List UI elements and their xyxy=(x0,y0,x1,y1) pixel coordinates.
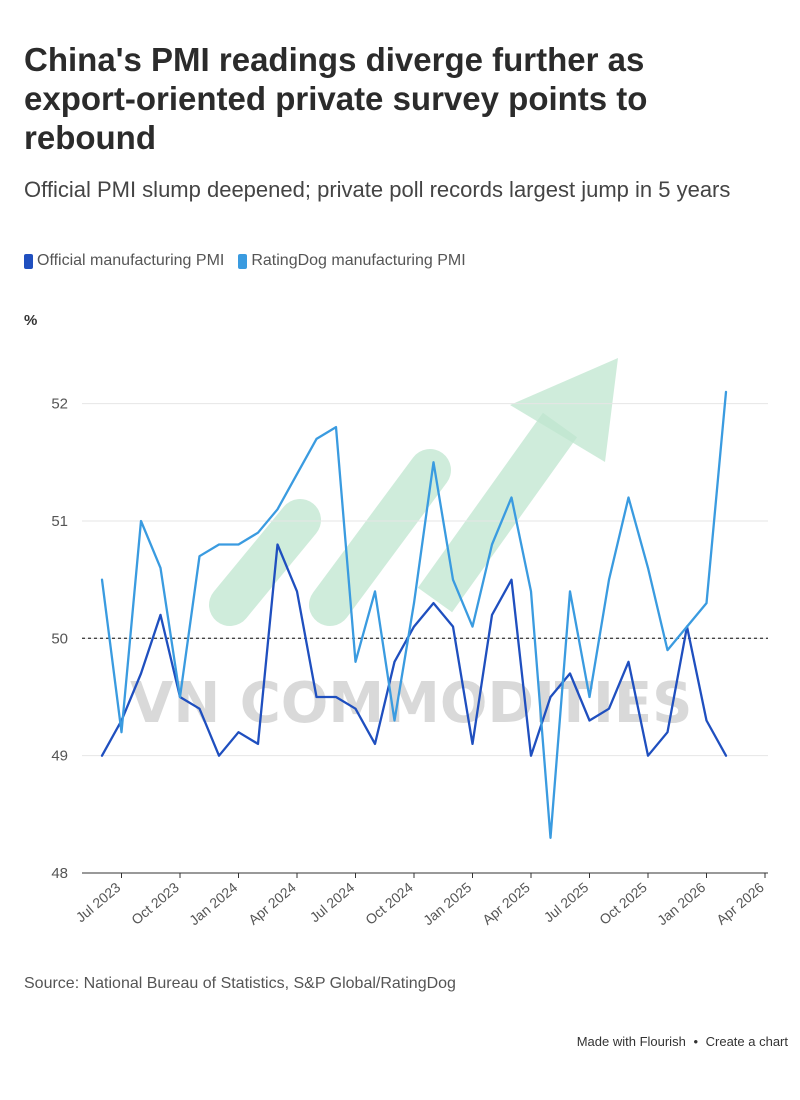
x-tick-label: Oct 2023 xyxy=(128,879,182,928)
chart-subtitle: Official PMI slump deepened; private pol… xyxy=(24,177,731,202)
x-tick-label: Apr 2025 xyxy=(479,879,533,928)
x-tick-label: Jul 2023 xyxy=(73,879,124,925)
y-tick-label: 51 xyxy=(51,513,68,530)
credit-separator: • xyxy=(693,1034,698,1049)
x-tick-label: Apr 2026 xyxy=(713,879,767,928)
legend-label-official: Official manufacturing PMI xyxy=(37,252,225,269)
axes: Jul 2023 Oct 2023 Jan 2024 Apr 2024 Jul 2024… xyxy=(73,872,768,928)
legend-swatch-ratingdog xyxy=(238,253,248,269)
legend-item-ratingdog[interactable]: RatingDog manufacturing PMI xyxy=(238,252,466,270)
series-lines xyxy=(100,390,728,839)
watermark-text: VN COMMODITIES xyxy=(130,671,692,736)
series-line-official[interactable] xyxy=(100,543,728,757)
watermark-stroke-1 xyxy=(209,499,321,626)
watermark: VN COMMODITIES xyxy=(130,358,692,736)
y-tick-label: 48 xyxy=(51,865,68,882)
x-tick-label: Jan 2026 xyxy=(654,879,709,928)
y-tick-label: 50 xyxy=(51,630,68,647)
x-tick-label: Jan 2024 xyxy=(186,879,241,928)
chart-title: China's PMI readings diverge further as … xyxy=(24,41,648,156)
legend-label-ratingdog: RatingDog manufacturing PMI xyxy=(251,252,466,269)
y-gridlines: 48 49 50 51 52 xyxy=(51,396,768,882)
legend-item-official[interactable]: Official manufacturing PMI xyxy=(24,252,224,270)
x-tick-label: Oct 2024 xyxy=(362,879,416,928)
series-line-ratingdog[interactable] xyxy=(100,390,728,839)
y-tick-label: 52 xyxy=(51,396,68,413)
made-with-flourish-link[interactable]: Made with Flourish xyxy=(576,1034,686,1049)
watermark-arrow-head xyxy=(510,358,618,462)
x-tick-label: Jul 2025 xyxy=(541,879,592,925)
y-tick-label: 49 xyxy=(51,748,68,765)
x-tick-label: Oct 2025 xyxy=(596,879,650,928)
create-a-chart-link[interactable]: Create a chart xyxy=(705,1034,788,1049)
x-tick-label: Jan 2025 xyxy=(420,879,475,928)
x-tick-label: Jul 2024 xyxy=(307,879,358,925)
legend: Official manufacturing PMI RatingDog man… xyxy=(24,252,480,270)
flourish-credit: Made with Flourish • Create a chart xyxy=(577,1034,788,1049)
watermark-stroke-2 xyxy=(309,449,451,626)
x-tick-label: Apr 2024 xyxy=(245,879,299,928)
watermark-arrow-shaft xyxy=(417,412,578,613)
source-note: Source: National Bureau of Statistics, S… xyxy=(24,975,456,992)
legend-swatch-official xyxy=(24,253,33,269)
y-axis-unit-label: % xyxy=(24,312,38,329)
